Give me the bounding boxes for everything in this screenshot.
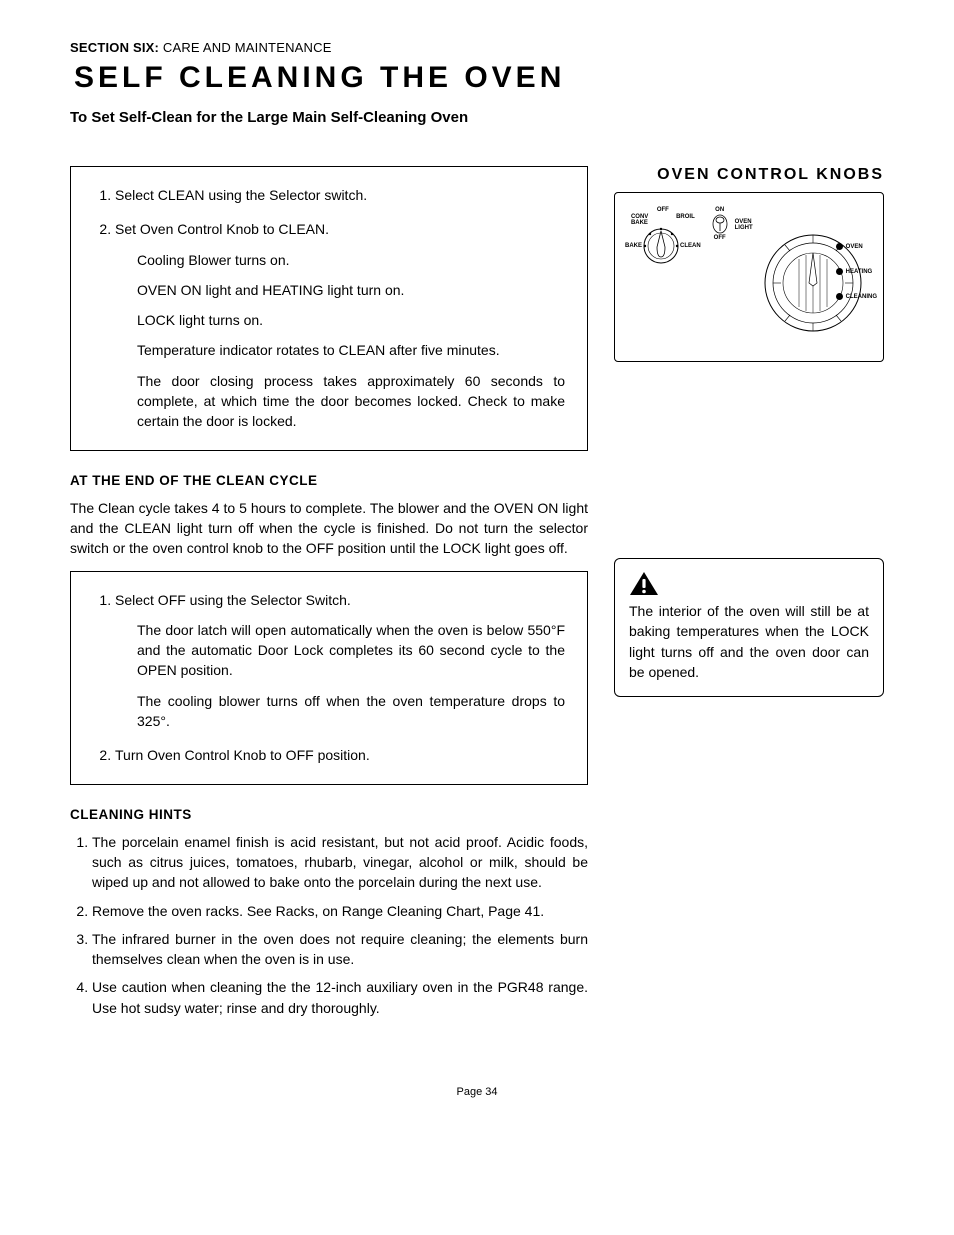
oven-light-label: OVEN LIGHT (735, 219, 757, 231)
page-subtitle: To Set Self-Clean for the Large Main Sel… (70, 109, 884, 126)
selector-clean-label: CLEAN (680, 243, 701, 249)
sub-p5: The door closing process takes approxima… (137, 371, 565, 432)
oven-light-switch-diagram: ON OFF (709, 207, 731, 241)
selector-off-label: OFF (625, 207, 701, 213)
right-column: OVEN CONTROL KNOBS OFF CONV BAKE BROIL B… (614, 166, 884, 697)
hint-3: The infrared burner in the oven does not… (92, 929, 588, 970)
section-label-rest: CARE AND MAINTENANCE (159, 40, 332, 55)
indicator-dot-icon (836, 293, 843, 300)
heating-indicator: HEATING (836, 268, 877, 275)
hint-4: Use caution when cleaning the the 12-inc… (92, 977, 588, 1018)
light-switch-icon (711, 214, 729, 234)
warning-icon (629, 571, 659, 597)
oven-indicator-label: OVEN (846, 244, 863, 250)
hints-list: The porcelain enamel finish is acid resi… (70, 832, 588, 1018)
sub-p1: Cooling Blower turns on. (137, 250, 565, 270)
cleaning-indicator-label: CLEANING (846, 294, 877, 300)
indicator-lights: OVEN HEATING CLEANING (836, 243, 877, 318)
selector-knob-icon (642, 227, 680, 265)
sub-p3: LOCK light turns on. (137, 310, 565, 330)
hint-2: Remove the oven racks. See Racks, on Ran… (92, 901, 588, 921)
section-label: SECTION SIX: CARE AND MAINTENANCE (70, 40, 884, 55)
cleaning-indicator: CLEANING (836, 293, 877, 300)
sub-p2: OVEN ON light and HEATING light turn on. (137, 280, 565, 300)
warning-box: The interior of the oven will still be a… (614, 558, 884, 697)
light-off-label: OFF (709, 235, 731, 241)
step-2-sub: Cooling Blower turns on. OVEN ON light a… (137, 250, 565, 432)
step-2-text: Set Oven Control Knob to CLEAN. (115, 221, 329, 237)
end-cycle-para: The Clean cycle takes 4 to 5 hours to co… (70, 498, 588, 559)
heating-indicator-label: HEATING (846, 269, 873, 275)
indicator-dot-icon (836, 268, 843, 275)
end-step-1: Select OFF using the Selector Switch. Th… (115, 590, 565, 732)
step-1: Select CLEAN using the Selector switch. (115, 185, 565, 205)
page-title: SELF CLEANING THE OVEN (74, 61, 884, 95)
hint-1: The porcelain enamel finish is acid resi… (92, 832, 588, 893)
selector-broil-label: BROIL (676, 214, 695, 226)
selector-knob-diagram: OFF CONV BAKE BROIL BAKE (625, 207, 701, 265)
hints-heading: CLEANING HINTS (70, 807, 588, 822)
light-on-label: ON (709, 207, 731, 213)
left-column: Select CLEAN using the Selector switch. … (70, 166, 588, 1026)
step-2: Set Oven Control Knob to CLEAN. Cooling … (115, 219, 565, 431)
two-column-layout: Select CLEAN using the Selector switch. … (70, 166, 884, 1026)
end-sub-p1: The door latch will open automatically w… (137, 620, 565, 681)
knobs-diagram-box: OFF CONV BAKE BROIL BAKE (614, 192, 884, 362)
page-number: Page 34 (70, 1086, 884, 1098)
manual-page: SECTION SIX: CARE AND MAINTENANCE SELF C… (0, 0, 954, 1128)
sub-p4: Temperature indicator rotates to CLEAN a… (137, 340, 565, 360)
selector-convbake-label: CONV BAKE (631, 214, 648, 226)
oven-indicator: OVEN (836, 243, 877, 250)
end-step-1-sub: The door latch will open automatically w… (137, 620, 565, 731)
end-step-1-text: Select OFF using the Selector Switch. (115, 592, 351, 608)
knobs-title: OVEN CONTROL KNOBS (614, 166, 884, 184)
end-sub-p2: The cooling blower turns off when the ov… (137, 691, 565, 732)
indicator-dot-icon (836, 243, 843, 250)
section-label-bold: SECTION SIX: (70, 40, 159, 55)
selector-bake-label: BAKE (625, 243, 642, 249)
instructions-box-1: Select CLEAN using the Selector switch. … (70, 166, 588, 451)
end-cycle-heading: AT THE END OF THE CLEAN CYCLE (70, 473, 588, 488)
instructions-box-2: Select OFF using the Selector Switch. Th… (70, 571, 588, 785)
end-step-2: Turn Oven Control Knob to OFF position. (115, 745, 565, 765)
warning-text: The interior of the oven will still be a… (629, 603, 869, 680)
temperature-knob-diagram: OVEN HEATING CLEANING (763, 207, 873, 353)
